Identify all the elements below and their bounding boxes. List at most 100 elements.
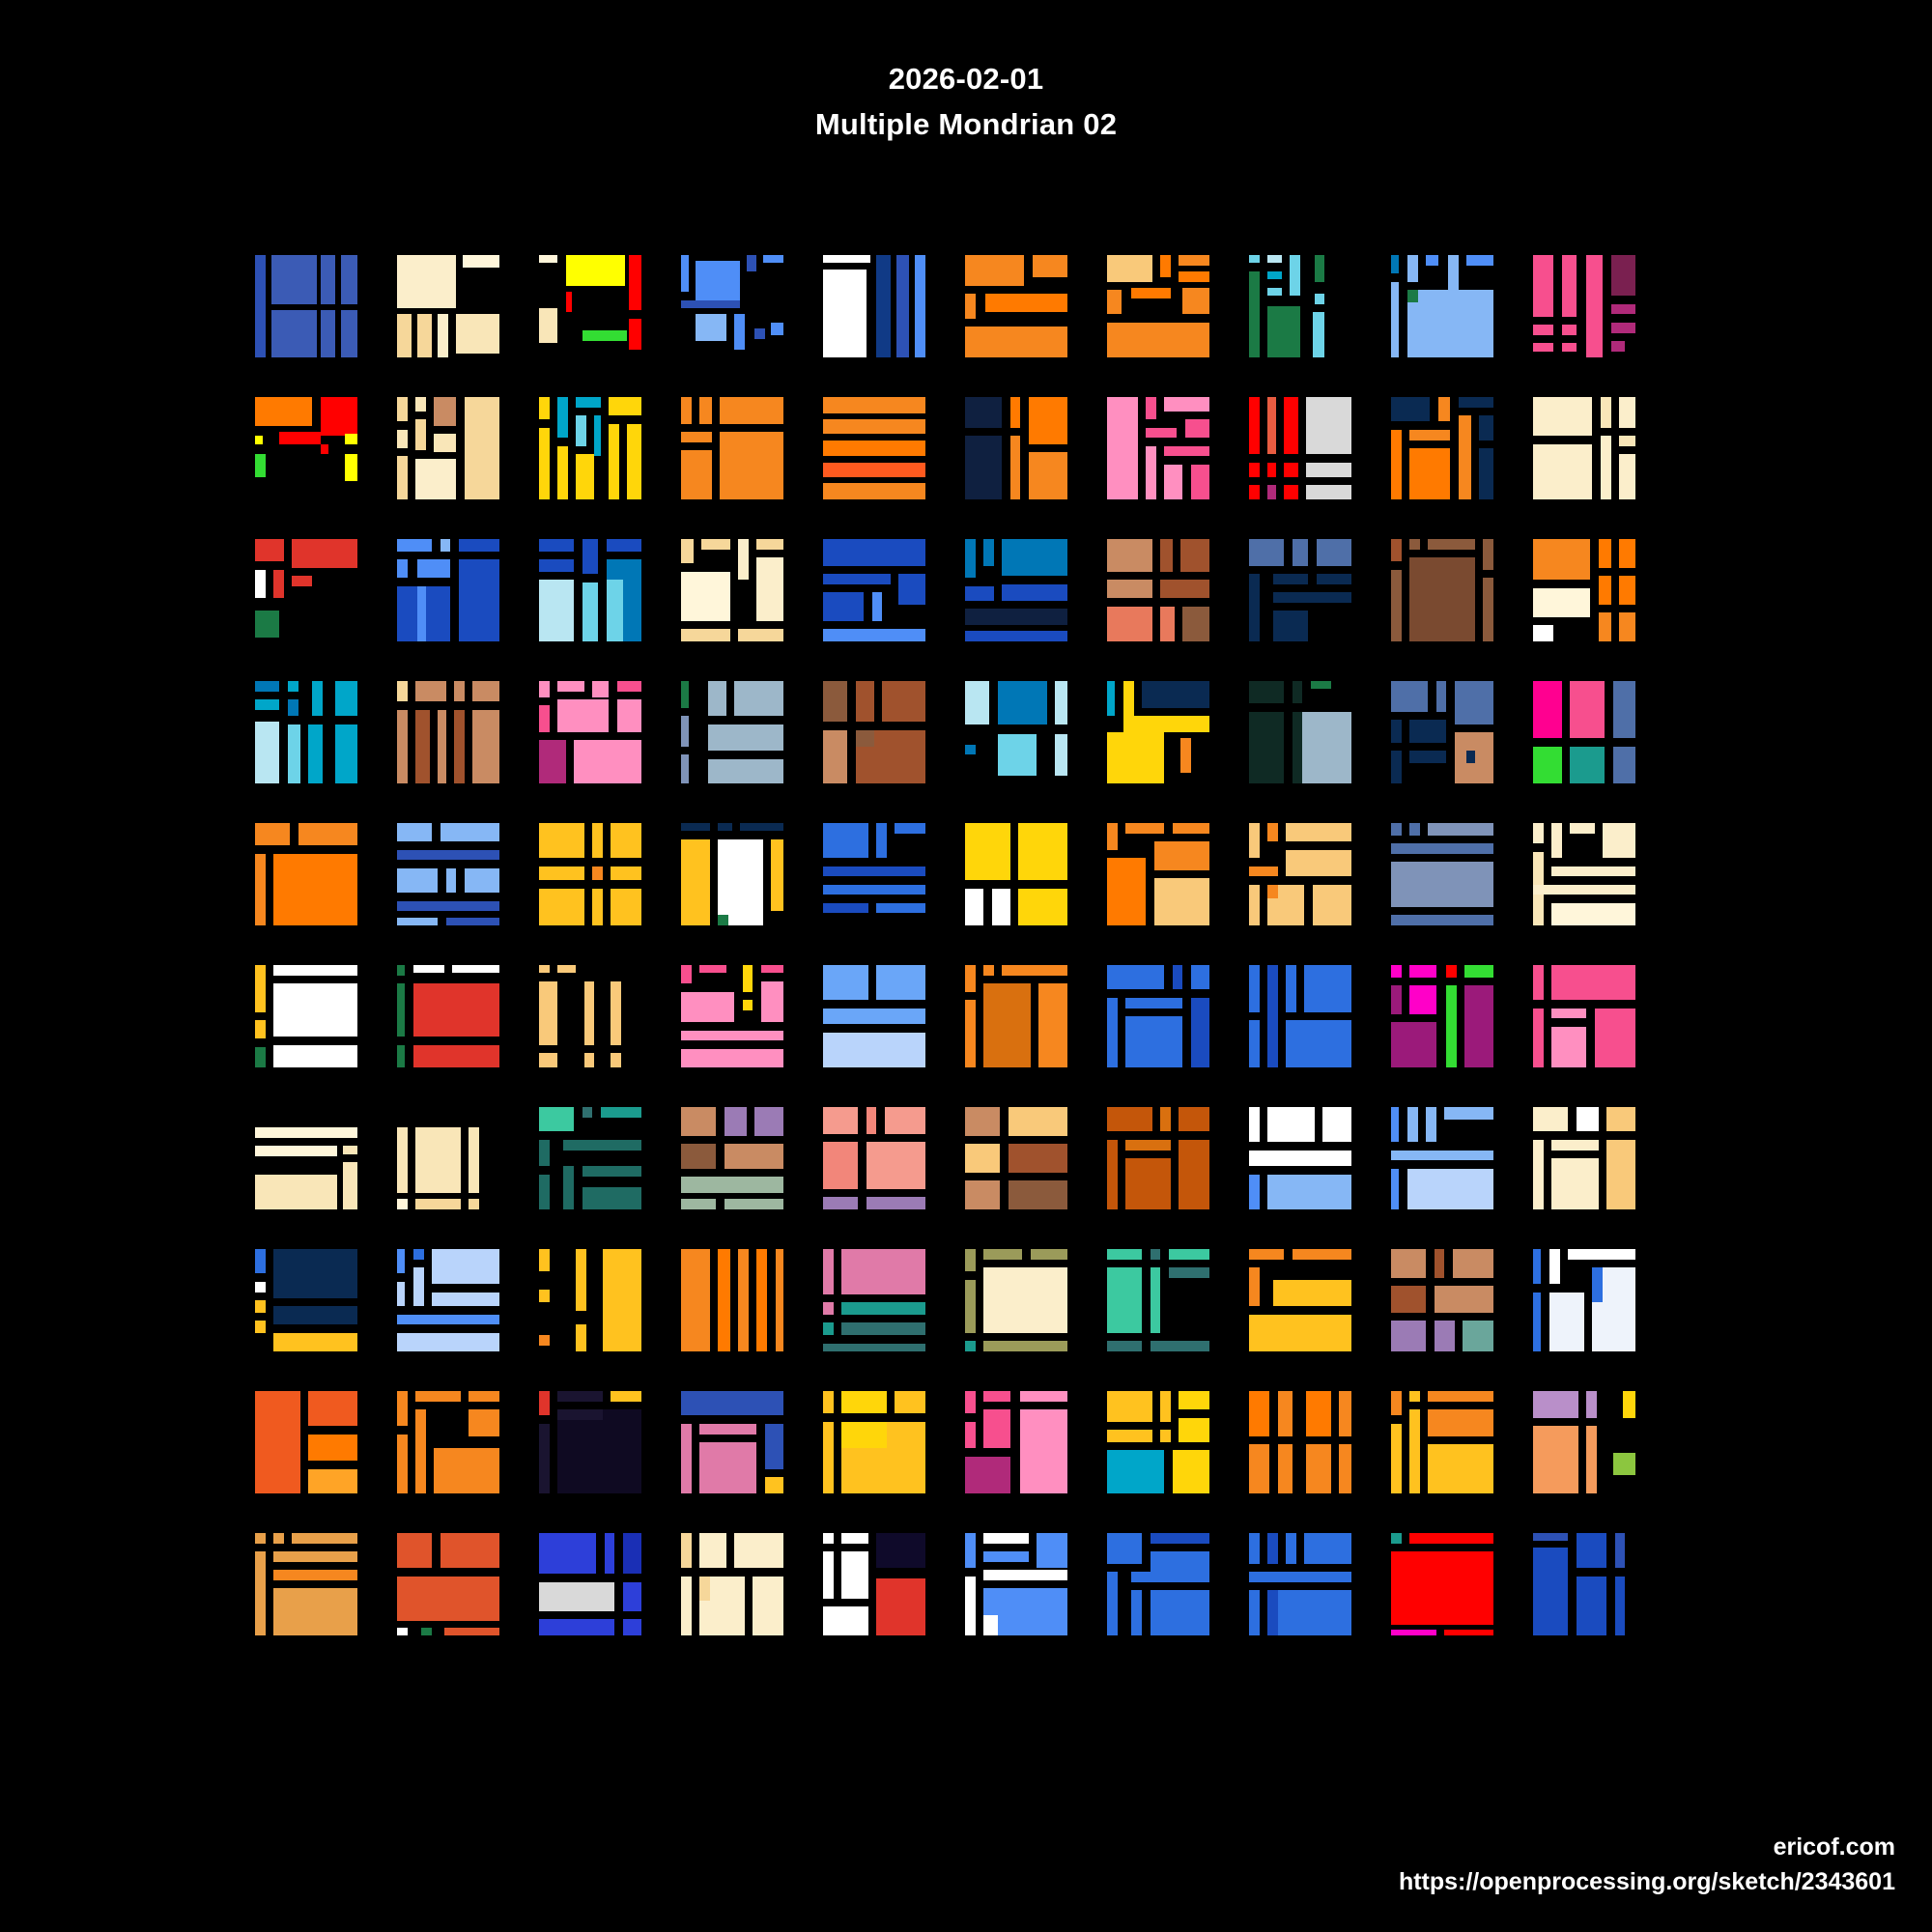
- mondrian-rect: [255, 965, 266, 1012]
- mondrian-rect: [611, 888, 641, 925]
- mondrian-rect: [1428, 1409, 1493, 1436]
- mondrian-rect: [707, 681, 726, 717]
- mondrian-rect: [1125, 1139, 1171, 1151]
- mondrian-rect: [1107, 290, 1122, 315]
- mondrian-rect: [718, 838, 763, 925]
- mondrian-rect: [823, 1008, 925, 1025]
- mondrian-rect: [724, 1144, 783, 1169]
- mondrian-tile-indigo-orange: [1391, 681, 1493, 783]
- mondrian-rect: [397, 559, 408, 579]
- mondrian-rect: [823, 629, 925, 641]
- mondrian-rect: [417, 585, 426, 641]
- mondrian-rect: [1131, 1572, 1209, 1582]
- mondrian-rect: [1533, 1107, 1569, 1132]
- mondrian-tile-orange-pillars: [681, 1249, 783, 1351]
- mondrian-tile-orange-bands: [1249, 1249, 1351, 1351]
- mondrian-rect: [1107, 580, 1152, 599]
- mondrian-rect: [823, 483, 925, 499]
- mondrian-rect: [539, 705, 550, 732]
- mondrian-rect: [557, 1409, 603, 1420]
- mondrian-rect: [965, 1144, 1001, 1173]
- mondrian-rect: [1548, 1292, 1584, 1351]
- mondrian-rect: [574, 740, 641, 783]
- mondrian-rect: [1434, 1249, 1445, 1278]
- mondrian-rect: [557, 699, 610, 732]
- mondrian-tile-blue-teal-bars: [539, 539, 641, 641]
- mondrian-rect: [255, 1127, 357, 1138]
- mondrian-rect: [1479, 448, 1493, 499]
- mondrian-rect: [823, 729, 848, 783]
- mondrian-rect: [273, 569, 284, 599]
- mondrian-rect: [965, 823, 1010, 881]
- mondrian-grid: [255, 255, 1677, 1677]
- mondrian-rect: [255, 1391, 300, 1493]
- mondrian-rect: [606, 539, 641, 552]
- mondrian-rect: [1182, 287, 1209, 315]
- mondrian-rect: [417, 314, 433, 357]
- mondrian-rect: [841, 1551, 868, 1599]
- mondrian-rect: [1249, 1444, 1270, 1493]
- mondrian-tile-red-orange-hook: [397, 1533, 499, 1635]
- mondrian-rect: [1391, 1551, 1493, 1626]
- mondrian-rect: [1464, 985, 1493, 1067]
- mondrian-tile-teal-green-bars: [1249, 255, 1351, 357]
- mondrian-rect: [764, 1477, 783, 1493]
- mondrian-rect: [1444, 1107, 1493, 1120]
- mondrian-tile-blue-steps: [681, 255, 783, 357]
- mondrian-rect: [539, 980, 558, 1045]
- mondrian-tile-blue-maze-3: [1107, 1533, 1209, 1635]
- mondrian-rect: [965, 965, 976, 992]
- mondrian-rect: [255, 569, 266, 599]
- mondrian-rect: [681, 991, 735, 1023]
- mondrian-tile-steel-green-bars: [681, 681, 783, 783]
- mondrian-rect: [965, 1421, 976, 1449]
- mondrian-rect: [1551, 902, 1635, 925]
- mondrian-rect: [1267, 823, 1278, 842]
- mondrian-rect: [273, 965, 357, 976]
- mondrian-rect: [965, 436, 1003, 499]
- header-title: Multiple Mondrian 02: [814, 107, 1118, 142]
- mondrian-rect: [695, 314, 726, 342]
- mondrian-tile-navy-orange-hook: [1391, 397, 1493, 499]
- mondrian-rect: [1598, 539, 1611, 568]
- mondrian-rect: [1533, 1139, 1544, 1209]
- mondrian-rect: [576, 397, 601, 408]
- mondrian-rect: [1292, 681, 1303, 704]
- mondrian-rect: [1146, 445, 1156, 499]
- mondrian-rect: [1122, 681, 1134, 717]
- mondrian-rect: [255, 397, 313, 426]
- mondrian-rect: [1391, 823, 1402, 836]
- mondrian-rect: [1055, 734, 1067, 776]
- mondrian-rect: [1284, 462, 1298, 477]
- mondrian-rect: [681, 754, 690, 783]
- mondrian-tile-red-green-white: [397, 965, 499, 1067]
- mondrian-rect: [823, 1533, 834, 1544]
- mondrian-rect: [557, 681, 584, 692]
- mondrian-rect: [1391, 1022, 1436, 1067]
- mondrian-tile-red-magenta: [1391, 1533, 1493, 1635]
- mondrian-rect: [1146, 427, 1178, 439]
- mondrian-rect: [965, 1456, 1010, 1493]
- mondrian-rect: [823, 1606, 868, 1635]
- mondrian-rect: [1267, 1174, 1351, 1209]
- mondrian-rect: [1107, 681, 1116, 717]
- mondrian-rect: [594, 415, 601, 457]
- mondrian-rect: [1267, 965, 1278, 1067]
- mondrian-rect: [1570, 746, 1605, 783]
- mondrian-rect: [539, 1139, 550, 1167]
- mondrian-rect: [415, 709, 430, 783]
- mondrian-rect: [1561, 325, 1577, 335]
- mondrian-rect: [1406, 255, 1418, 282]
- mondrian-rect: [823, 965, 868, 1001]
- mondrian-rect: [434, 1448, 499, 1493]
- mondrian-rect: [1406, 290, 1493, 357]
- mondrian-rect: [1160, 1391, 1171, 1422]
- mondrian-rect: [576, 454, 595, 499]
- mondrian-rect: [1570, 823, 1595, 834]
- mondrian-rect: [1160, 539, 1173, 572]
- mondrian-rect: [1610, 322, 1635, 333]
- mondrian-rect: [756, 539, 783, 550]
- mondrian-rect: [681, 432, 712, 442]
- mondrian-rect: [1610, 341, 1626, 352]
- mondrian-tile-orange-red-green: [255, 397, 357, 499]
